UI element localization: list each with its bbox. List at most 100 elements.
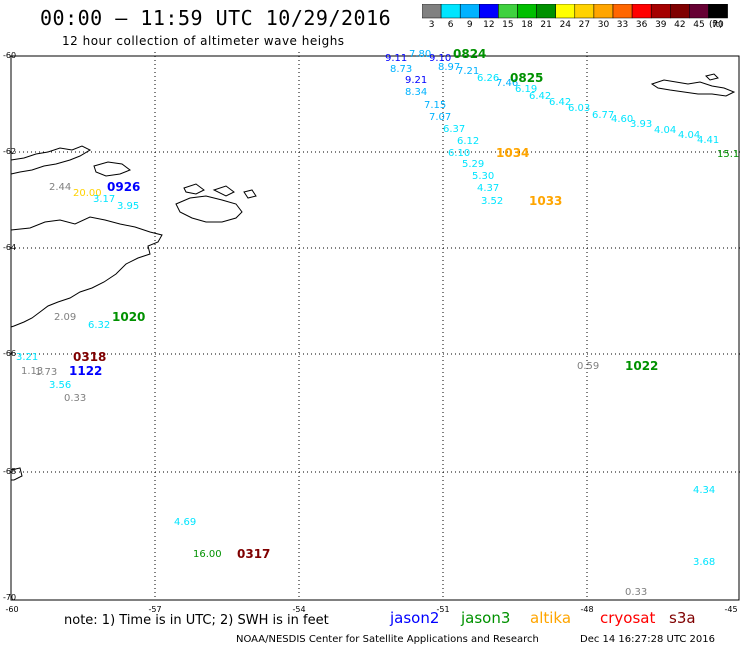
coastline-joinville-island <box>175 195 243 223</box>
page-title: 00:00 – 11:59 UTC 10/29/2016 <box>40 6 392 30</box>
coastline-islet-c <box>243 189 257 199</box>
color-scale-swatch <box>574 4 595 19</box>
color-scale-label: 70 <box>712 20 724 30</box>
coastline-islet-b <box>212 185 235 197</box>
coastline-edge-islet <box>10 467 23 481</box>
color-scale-label: 9 <box>466 20 473 30</box>
lat-tick-label: -62 <box>3 147 17 156</box>
wave-height-observation: 3.56 <box>49 380 72 391</box>
pass-time-label: 1122 <box>69 364 103 378</box>
color-scale-swatch <box>440 4 461 19</box>
wave-height-observation: 3.17 <box>93 194 116 205</box>
wave-height-map[interactable] <box>0 52 740 602</box>
wave-height-observation: 5.29 <box>462 159 485 170</box>
coastline-south-shetland-1 <box>10 145 92 175</box>
color-scale-swatch <box>555 4 576 19</box>
coastline-antarctic-peninsula <box>10 216 163 328</box>
wave-height-observation: 16.00 <box>193 549 222 560</box>
color-scale-swatch <box>689 4 709 19</box>
footer-note: note: 1) Time is in UTC; 2) SWH is in fe… <box>64 613 329 628</box>
color-scale-label: 30 <box>597 20 610 30</box>
lat-tick-label: -64 <box>3 243 17 252</box>
wave-height-observation: 6.26 <box>477 73 500 84</box>
color-scale-label: 18 <box>521 20 533 30</box>
color-scale-swatch <box>650 4 671 19</box>
wave-height-observation: 3.21 <box>16 352 39 363</box>
satellite-legend-cryosat: cryosat <box>600 609 656 627</box>
color-scale-swatch <box>536 4 556 19</box>
wave-height-observation: 1.73 <box>35 367 58 378</box>
wave-height-observation: 20.00 <box>73 188 102 199</box>
wave-height-observation: 3.52 <box>481 196 504 207</box>
wave-height-observation: 7.15 <box>424 100 447 111</box>
wave-height-observation: 15.18 <box>717 149 740 160</box>
color-scale-label: 33 <box>616 20 629 30</box>
color-scale-label: 42 <box>674 20 686 30</box>
color-scale-label: 27 <box>578 20 591 30</box>
wave-height-observation: 0.59 <box>577 361 600 372</box>
wave-height-observation: 6.19 <box>515 84 538 95</box>
wave-height-observation: 8.34 <box>405 87 428 98</box>
map-frame <box>10 55 740 601</box>
wave-height-observation: 6.10 <box>448 148 471 159</box>
color-scale-label: 6 <box>447 20 454 30</box>
pass-time-label: 0318 <box>73 350 107 364</box>
pass-time-label: 0926 <box>107 180 141 194</box>
color-scale-swatch <box>517 4 537 19</box>
color-scale-swatch <box>631 4 652 19</box>
pass-time-label: 0825 <box>510 71 544 85</box>
lon-tick-label: -45 <box>724 605 738 614</box>
lon-tick-label: -60 <box>5 605 19 614</box>
wave-height-observation: 0.33 <box>64 393 87 404</box>
color-scale-label: 36 <box>635 20 648 30</box>
wave-height-observation: 4.69 <box>174 517 197 528</box>
coastlines <box>10 73 736 481</box>
coastline-islet-a <box>183 183 205 195</box>
color-scale-label: 3 <box>428 20 435 30</box>
pass-time-label: 1022 <box>625 359 659 373</box>
lat-tick-label: -66 <box>3 349 17 358</box>
lat-tick-label: -68 <box>3 467 17 476</box>
wave-height-observation: 5.30 <box>472 171 495 182</box>
wave-height-observation: 7.46 <box>496 78 519 89</box>
color-scale-swatch <box>670 4 690 19</box>
wave-height-observation: 3.93 <box>630 119 653 130</box>
wave-height-observation: 2.09 <box>54 312 77 323</box>
color-scale-label: 39 <box>655 20 667 30</box>
color-scale-swatch <box>479 4 499 19</box>
wave-height-observation: 6.37 <box>443 124 466 135</box>
pass-time-label: 1020 <box>112 310 146 324</box>
wave-height-observation: 1.13 <box>21 366 44 377</box>
wave-height-observation: 9.21 <box>405 75 428 86</box>
wave-height-observation: 6.77 <box>592 110 615 121</box>
satellite-legend-altika: altika <box>530 609 572 627</box>
wave-height-observation: 0.33 <box>625 587 648 598</box>
color-scale-label: 45 <box>693 20 705 30</box>
color-scale-swatch <box>708 4 728 19</box>
lat-tick-label: -60 <box>3 51 17 60</box>
coastline-south-orkney <box>650 79 736 97</box>
color-scale-label: 15 <box>502 20 514 30</box>
wave-height-observation: 3.95 <box>117 201 140 212</box>
pass-time-label: 0317 <box>237 547 271 561</box>
color-scale-bar <box>422 4 728 19</box>
wave-height-observation: 4.04 <box>678 130 701 141</box>
wave-height-observation: 6.42 <box>549 97 572 108</box>
wave-height-observation: 3.68 <box>693 557 716 568</box>
wave-height-observation: 7.21 <box>457 66 480 77</box>
wave-height-observation: 7.07 <box>429 112 452 123</box>
wave-height-observation: 6.42 <box>529 91 552 102</box>
wave-height-observation: 4.41 <box>697 135 720 146</box>
color-scale-label: 24 <box>559 20 572 30</box>
page-subtitle: 12 hour collection of altimeter wave hei… <box>62 34 345 48</box>
coastline-islet-d <box>705 73 719 81</box>
satellite-legend-jason2: jason2 <box>390 609 440 627</box>
lat-tick-label: -70 <box>3 593 17 602</box>
pass-time-label: 0824 <box>453 47 487 61</box>
map-grid <box>11 52 740 600</box>
wave-height-observation: 4.37 <box>477 183 500 194</box>
color-scale-swatch <box>422 4 442 19</box>
color-scale-label: 21 <box>540 20 552 30</box>
footer-generated-date: Dec 14 16:27:28 UTC 2016 <box>580 634 715 645</box>
wave-height-observation: 7.80 <box>409 49 432 60</box>
